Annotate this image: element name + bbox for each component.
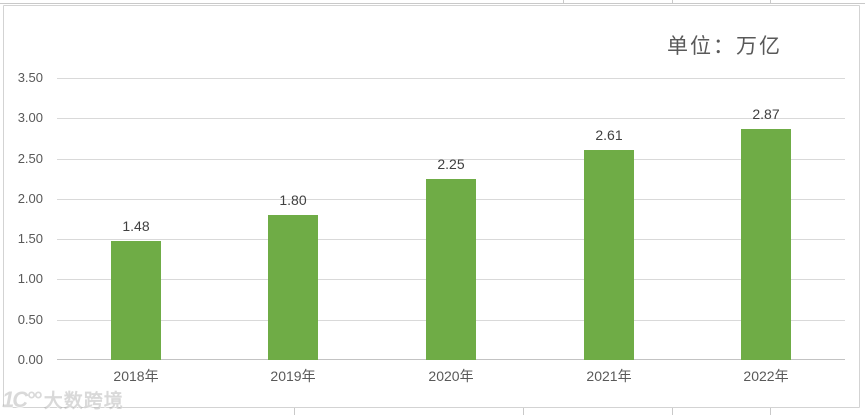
y-axis-tick-label: 2.00: [17, 191, 43, 206]
bar-value-label: 2.61: [595, 127, 623, 143]
watermark-text: 大数跨境: [43, 391, 124, 412]
bar-2019年[interactable]: [268, 215, 318, 360]
sheet-gridline: [294, 408, 295, 415]
x-axis-label: 2021年: [586, 368, 632, 384]
watermark-logo-icon: 1C°°: [2, 386, 42, 412]
y-axis-tick-label: 3.50: [17, 70, 43, 85]
y-axis-tick-label: 1.00: [17, 271, 43, 286]
sheet-gridline: [770, 0, 771, 3]
bar-value-label: 2.87: [752, 106, 780, 122]
watermark: 1C°° 大数跨境: [2, 386, 124, 413]
x-axis-label: 2020年: [428, 368, 474, 384]
y-axis: 0.00 0.50 1.00 1.50 2.00 2.50 3.00 3.50: [0, 70, 48, 367]
sheet-gridline: [0, 3, 865, 4]
y-axis-tick-label: 2.50: [17, 151, 43, 166]
gridline: [57, 159, 845, 160]
sheet-gridline: [523, 408, 524, 415]
y-axis-tick-label: 0.50: [17, 312, 43, 327]
sheet-gridline: [672, 408, 673, 415]
bar-2022年[interactable]: [741, 129, 791, 360]
y-axis-tick-label: 0.00: [17, 352, 43, 367]
x-axis-label: 2019年: [270, 368, 316, 384]
plot-area: 1.48 1.80 2.25 2.61 2.87: [57, 78, 845, 360]
chart-unit-title: 单位：万亿: [667, 35, 782, 58]
x-axis: 2018年 2019年 2020年 2021年 2022年: [57, 367, 845, 387]
x-axis-label: 2022年: [743, 368, 789, 384]
sheet-gridline: [563, 0, 564, 3]
gridline: [57, 78, 845, 79]
gridline: [57, 118, 845, 119]
sheet-gridline: [672, 0, 673, 3]
x-axis-label: 2018年: [113, 368, 159, 384]
bar-value-label: 1.48: [122, 218, 150, 234]
bar-2018年[interactable]: [111, 241, 161, 360]
y-axis-tick-label: 1.50: [17, 231, 43, 246]
sheet-gridline: [770, 408, 771, 415]
bar-value-label: 2.25: [437, 156, 465, 172]
bar-value-label: 1.80: [279, 192, 307, 208]
y-axis-tick-label: 3.00: [17, 110, 43, 125]
bar-2021年[interactable]: [584, 150, 634, 360]
bar-2020年[interactable]: [426, 179, 476, 360]
